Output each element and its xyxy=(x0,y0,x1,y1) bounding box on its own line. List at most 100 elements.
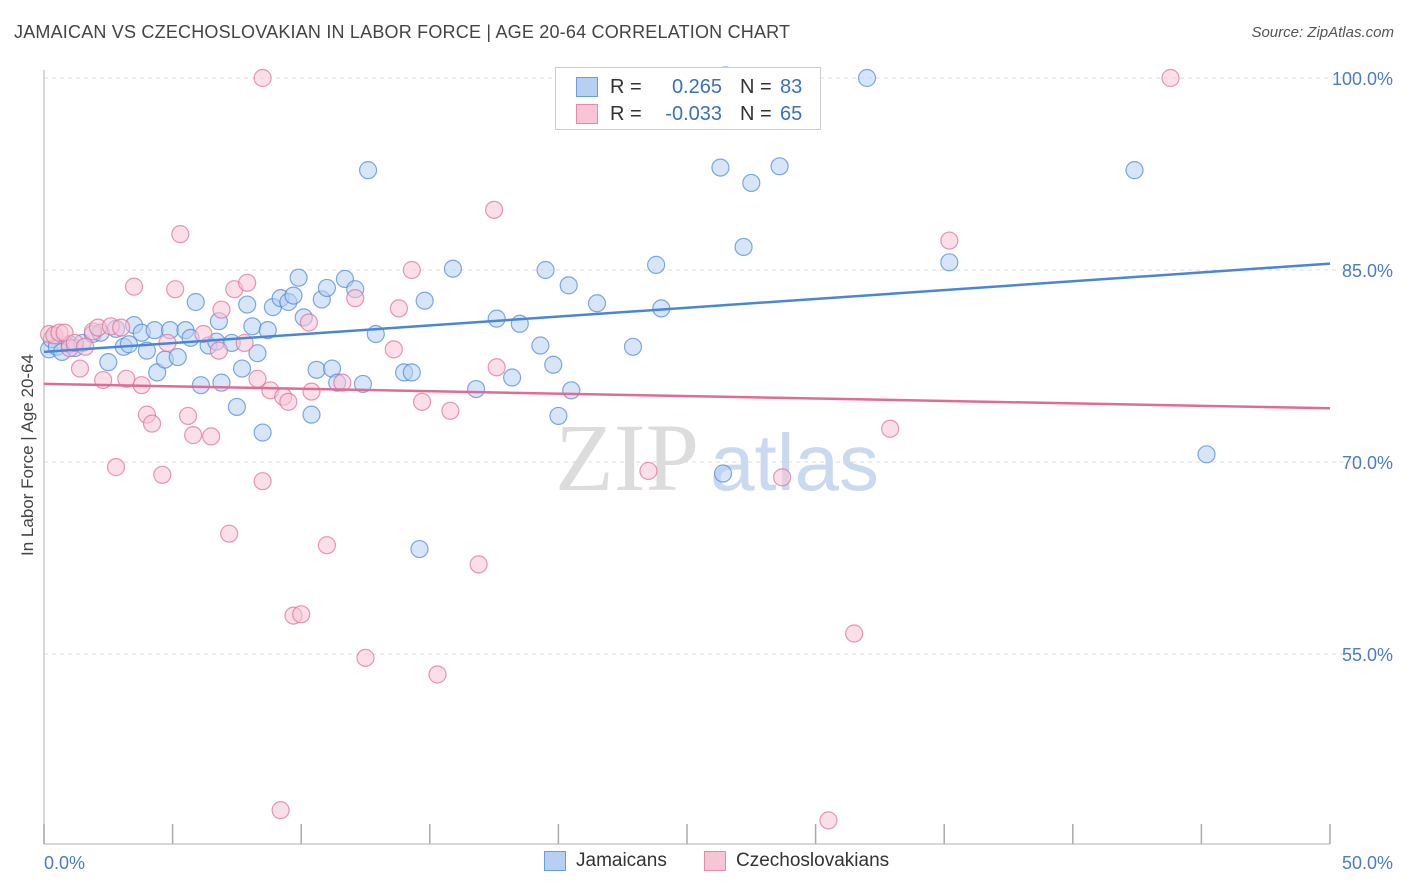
czechoslovakian-point xyxy=(106,458,126,477)
jamaican-point xyxy=(402,363,421,382)
jamaican-point xyxy=(503,368,522,387)
jamaican-point xyxy=(238,295,257,314)
jamaican-point xyxy=(284,286,303,305)
legend-r-value: -0.033 xyxy=(665,102,722,125)
jamaican-point xyxy=(410,539,429,559)
jamaican-point xyxy=(353,374,373,394)
jamaican-point xyxy=(317,278,337,298)
czechoslovakian-point xyxy=(302,382,321,401)
czechoslovakian-point xyxy=(171,225,190,244)
jamaican-point xyxy=(1125,161,1144,180)
legend-swatch-czechoslovakians xyxy=(576,104,598,124)
trend-lines xyxy=(43,262,1331,410)
legend-n-value: 83 xyxy=(780,75,803,98)
jamaican-point xyxy=(443,259,463,278)
y-tick-label: 100.0% xyxy=(1332,69,1393,89)
legend-r-label: R = xyxy=(610,75,642,98)
czechoslovakian-trend-line xyxy=(43,382,1331,410)
czechoslovakian-point xyxy=(70,359,90,378)
legend-n-value: 65 xyxy=(780,102,803,125)
czechoslovakian-point xyxy=(178,406,198,426)
watermark-atlas: atlas xyxy=(710,418,879,507)
jamaican-point xyxy=(770,157,789,176)
czechoslovakian-point xyxy=(194,324,213,344)
czechoslovakian-point xyxy=(271,801,290,820)
jamaican-point xyxy=(119,335,138,354)
czechoslovakian-point xyxy=(184,426,203,445)
czechoslovakian-point xyxy=(402,260,421,280)
legend-item-jamaicans[interactable]: Jamaicans xyxy=(544,850,667,872)
jamaican-point xyxy=(243,317,262,336)
jamaican-point xyxy=(487,309,506,328)
czechoslovakian-point xyxy=(346,289,365,308)
czechoslovakian-point xyxy=(253,68,272,88)
jamaican-point xyxy=(307,360,326,379)
czechoslovakian-point xyxy=(441,401,460,420)
jamaican-point xyxy=(99,353,118,372)
czechoslovakian-point xyxy=(112,318,131,337)
czechoslovakian-point xyxy=(279,392,298,411)
czechoslovakian-point xyxy=(212,300,231,319)
x-tick-label: 50.0% xyxy=(1342,853,1393,873)
legend-item-czechoslovakians[interactable]: Czechoslovakians xyxy=(704,850,889,872)
jamaican-point xyxy=(587,294,607,313)
jamaican-point xyxy=(253,423,272,442)
legend-n-label: N = xyxy=(740,75,772,98)
jamaican-point xyxy=(713,464,733,483)
jamaican-point xyxy=(734,237,753,257)
y-tick-label: 55.0% xyxy=(1342,645,1393,665)
x-tick-label: 0.0% xyxy=(44,853,85,873)
czechoslovakian-point xyxy=(238,273,257,292)
czechoslovakian-point xyxy=(220,524,239,543)
czechoslovakian-point xyxy=(412,392,432,411)
legend-r-label: R = xyxy=(610,102,642,125)
czechoslovakian-point xyxy=(292,605,311,624)
czechoslovakian-point xyxy=(845,624,864,643)
jamaican-point xyxy=(289,268,308,287)
jamaican-point xyxy=(857,68,877,88)
jamaican-point xyxy=(191,376,210,395)
legend-row-jamaicans: R = 0.265 N = 83 xyxy=(576,74,802,100)
czechoslovakian-point xyxy=(384,340,403,359)
legend-swatch-jamaicans xyxy=(544,851,566,871)
jamaican-point xyxy=(536,260,555,280)
jamaican-point xyxy=(415,291,434,310)
czechoslovakian-point xyxy=(428,665,447,684)
czechoslovakian-point xyxy=(773,468,792,487)
jamaican-point xyxy=(145,321,164,340)
czechoslovakian-point xyxy=(389,299,409,318)
jamaican-point xyxy=(232,359,252,378)
chart-title: JAMAICAN VS CZECHOSLOVAKIAN IN LABOR FOR… xyxy=(14,22,791,42)
jamaican-point xyxy=(742,173,761,193)
jamaican-point xyxy=(466,379,486,399)
jamaican-point xyxy=(302,405,321,424)
jamaican-point xyxy=(940,253,959,272)
czechoslovakian-point xyxy=(124,277,144,296)
jamaican-point xyxy=(559,276,578,295)
jamaican-point xyxy=(544,355,563,374)
legend-row-czechoslovakians: R = -0.033 N = 65 xyxy=(576,101,802,127)
czechoslovakian-point xyxy=(356,648,375,667)
czechoslovakian-point xyxy=(487,358,506,377)
jamaican-trend-line xyxy=(43,262,1331,354)
legend-label-czechoslovakians: Czechoslovakians xyxy=(736,850,890,871)
jamaican-point xyxy=(248,344,267,363)
czechoslovakian-point xyxy=(209,341,228,360)
czechoslovakian-point xyxy=(117,369,136,388)
czechoslovakian-point xyxy=(76,337,95,356)
czechoslovakian-point xyxy=(333,373,352,392)
jamaican-point xyxy=(358,161,378,180)
jamaican-point xyxy=(711,158,730,177)
axes xyxy=(43,70,1331,845)
jamaican-point xyxy=(549,406,568,426)
legend-r-value: 0.265 xyxy=(671,75,722,98)
jamaican-point xyxy=(531,336,550,355)
jamaican-point xyxy=(186,292,205,312)
watermark: ZIP atlas xyxy=(555,404,879,511)
jamaican-point xyxy=(623,337,643,356)
legend-n-label: N = xyxy=(740,102,772,125)
tick-labels: 55.0% 70.0% 85.0% 100.0% 0.0% 50.0% xyxy=(44,69,1393,873)
czechoslovakian-point xyxy=(485,200,504,219)
czechoslovakian-point xyxy=(317,536,337,555)
czechoslovakian-point xyxy=(253,472,272,491)
